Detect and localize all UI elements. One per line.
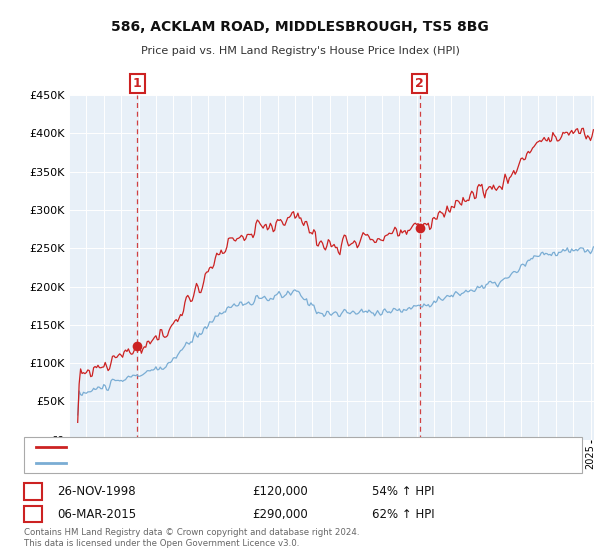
Text: Contains HM Land Registry data © Crown copyright and database right 2024.
This d: Contains HM Land Registry data © Crown c… <box>24 528 359 548</box>
Text: 1: 1 <box>29 484 37 498</box>
Text: 586, ACKLAM ROAD, MIDDLESBROUGH, TS5 8BG: 586, ACKLAM ROAD, MIDDLESBROUGH, TS5 8BG <box>111 20 489 34</box>
Text: £120,000: £120,000 <box>252 484 308 498</box>
Text: 54% ↑ HPI: 54% ↑ HPI <box>372 484 434 498</box>
Text: 2: 2 <box>415 77 424 90</box>
Text: Price paid vs. HM Land Registry's House Price Index (HPI): Price paid vs. HM Land Registry's House … <box>140 46 460 57</box>
Text: 2: 2 <box>29 507 37 521</box>
Text: £290,000: £290,000 <box>252 507 308 521</box>
Text: HPI: Average price, detached house, Middlesbrough: HPI: Average price, detached house, Midd… <box>72 458 342 468</box>
Text: 586, ACKLAM ROAD, MIDDLESBROUGH, TS5 8BG (detached house): 586, ACKLAM ROAD, MIDDLESBROUGH, TS5 8BG… <box>72 442 421 452</box>
Text: 62% ↑ HPI: 62% ↑ HPI <box>372 507 434 521</box>
Text: 1: 1 <box>133 77 142 90</box>
Text: 26-NOV-1998: 26-NOV-1998 <box>57 484 136 498</box>
Text: 06-MAR-2015: 06-MAR-2015 <box>57 507 136 521</box>
